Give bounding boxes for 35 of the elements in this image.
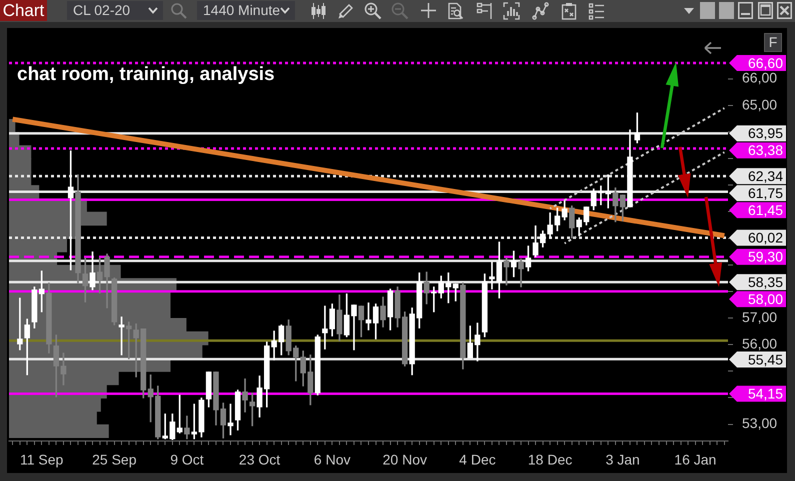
y-tick-label: 53,00 — [742, 415, 778, 432]
ref-line-label: 66,60 — [748, 54, 784, 71]
x-tick-label: 25 Sep — [92, 451, 137, 468]
text: chat room, training, analysis — [17, 64, 275, 86]
y-tick-label: 57,00 — [742, 308, 778, 325]
x-tick-label: 23 Oct — [238, 451, 280, 468]
ref-line-label: 61,45 — [748, 202, 784, 218]
ref-line-label: 55,45 — [748, 351, 784, 368]
text: Chart — [0, 0, 47, 21]
ref-line-label: 54,15 — [748, 386, 784, 402]
ref-line-label: 58,00 — [748, 290, 784, 307]
x-tick-label: 20 Nov — [382, 451, 427, 468]
ref-line-label: 60,02 — [748, 230, 784, 246]
ref-line-label: 62,34 — [748, 168, 784, 184]
x-tick-label: 9 Oct — [170, 451, 204, 468]
ref-line-label: 58,35 — [748, 274, 784, 290]
x-tick-label: 3 Jan — [606, 451, 640, 468]
x-tick-label: 18 Dec — [528, 451, 572, 468]
candlestick — [118, 316, 124, 356]
ref-line-label: 63,95 — [748, 125, 784, 142]
x-tick-label: 11 Sep — [20, 451, 64, 468]
ref-line-label: 61,75 — [748, 184, 784, 201]
y-tick-label: 65,00 — [742, 96, 778, 112]
text: 1440 Minute — [197, 1, 295, 20]
x-tick-label: 6 Nov — [314, 451, 350, 468]
candlestick — [504, 258, 510, 286]
ref-line-label: 63,38 — [748, 142, 784, 158]
y-tick-label: 56,00 — [742, 335, 778, 352]
ref-line-label: 59,30 — [748, 248, 784, 265]
y-tick-label: 66,00 — [742, 70, 778, 86]
text: F — [764, 33, 782, 52]
x-tick-label: 4 Dec — [459, 451, 496, 468]
x-tick-label: 16 Jan — [674, 451, 716, 468]
text: CL 02-20 — [67, 1, 163, 20]
candlestick — [228, 404, 234, 436]
